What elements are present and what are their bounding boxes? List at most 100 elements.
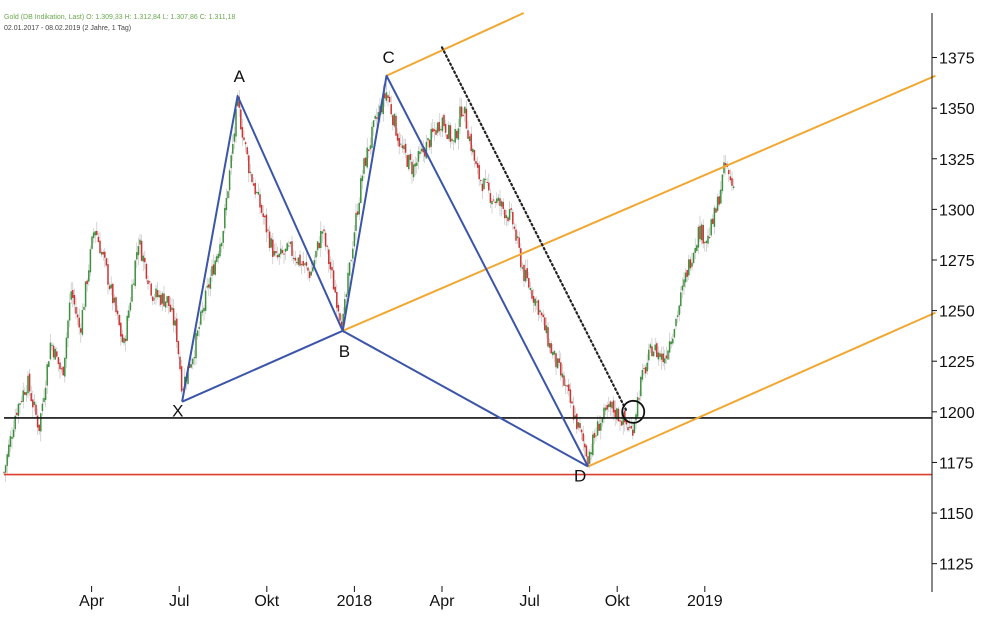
candle-body [190,364,192,368]
candle-body [579,423,581,429]
candle-body [563,375,565,386]
candle-body [659,353,661,358]
horizontal-lines-layer [4,417,932,476]
y-tick-label: 1325 [939,152,975,169]
candle-body [625,420,628,425]
candle-body [176,318,178,342]
candle-body [731,178,733,186]
y-tick-label: 1150 [939,506,974,523]
candle-body [332,270,335,290]
candle-body [187,366,189,384]
candle-body [70,291,72,300]
candle-body [596,421,599,436]
channel-lines-layer [342,12,936,468]
candle-body [124,338,127,342]
candle-body [392,115,394,126]
candle-body [452,140,455,142]
candle-body [611,401,613,409]
channel-line [587,311,936,468]
candle-body [632,429,634,436]
candle-body [588,451,591,464]
candle-body [297,257,300,265]
candle-body [608,404,610,408]
candle-body [616,408,618,420]
candle-body [424,150,426,157]
candle-body [523,264,525,282]
candle-body [403,145,405,150]
candle-body [508,209,511,220]
candle-body [60,368,63,370]
candle-body [99,240,101,254]
candle-body [369,145,372,150]
candle-body [217,253,220,259]
candle-body [59,362,61,370]
candle-body [126,315,128,341]
candle-body [720,189,722,204]
candle-body [643,368,645,370]
candle-body [115,297,117,313]
candle-body [315,250,317,258]
candle-body [46,364,48,386]
candle-body [347,272,349,295]
candle-body [344,299,346,315]
candle-body [553,350,556,355]
candle-body [387,95,389,99]
candle-body [318,242,320,248]
candle-body [651,346,653,357]
candle-body [241,127,244,138]
candle-body [64,357,66,377]
candle-body [339,313,341,321]
candle-body [206,285,208,288]
candle-body [6,454,8,466]
candle-body [710,219,712,236]
candle-body [364,157,367,166]
candle-body [112,283,114,304]
candle-body [724,163,727,166]
candle-body [689,259,692,269]
candle-body [272,239,274,257]
x-tick-label: Okt [605,593,630,610]
candle-body [20,400,23,402]
candle-body [360,178,362,203]
candle-body [212,264,215,275]
candle-body [388,96,391,103]
candle-body [75,307,77,314]
candle-body [382,93,384,115]
candle-body [390,104,392,115]
candle-body [232,143,234,154]
candle-body [81,310,84,335]
candle-body [89,249,92,273]
candle-body [264,215,266,218]
candle-body [203,307,205,312]
candle-body [577,422,580,428]
candle-body [224,207,226,229]
candle-body [505,215,508,219]
candle-body [33,401,36,406]
candle-body [43,397,45,402]
candle-body [488,182,490,191]
candle-body [331,267,333,271]
candle-body [704,242,706,244]
candle-body [507,217,509,222]
candle-body [665,355,668,359]
candle-body [281,250,284,254]
candle-body [712,218,714,224]
candle-body [529,288,532,291]
candle-body [200,311,202,325]
candle-body [550,343,552,354]
candle-body [65,337,68,359]
candle-body [481,183,484,192]
candle-body [116,310,119,315]
candle-body [425,141,428,159]
candle-body [161,293,164,304]
candle-body [3,472,5,474]
candle-body [606,404,608,410]
candle-body [673,328,676,338]
candle-body [249,171,252,174]
candle-body [337,304,340,312]
candle-body [284,248,287,252]
candle-body [153,298,156,300]
candle-body [286,243,288,251]
candle-body [414,163,416,167]
candle-body [355,212,357,231]
